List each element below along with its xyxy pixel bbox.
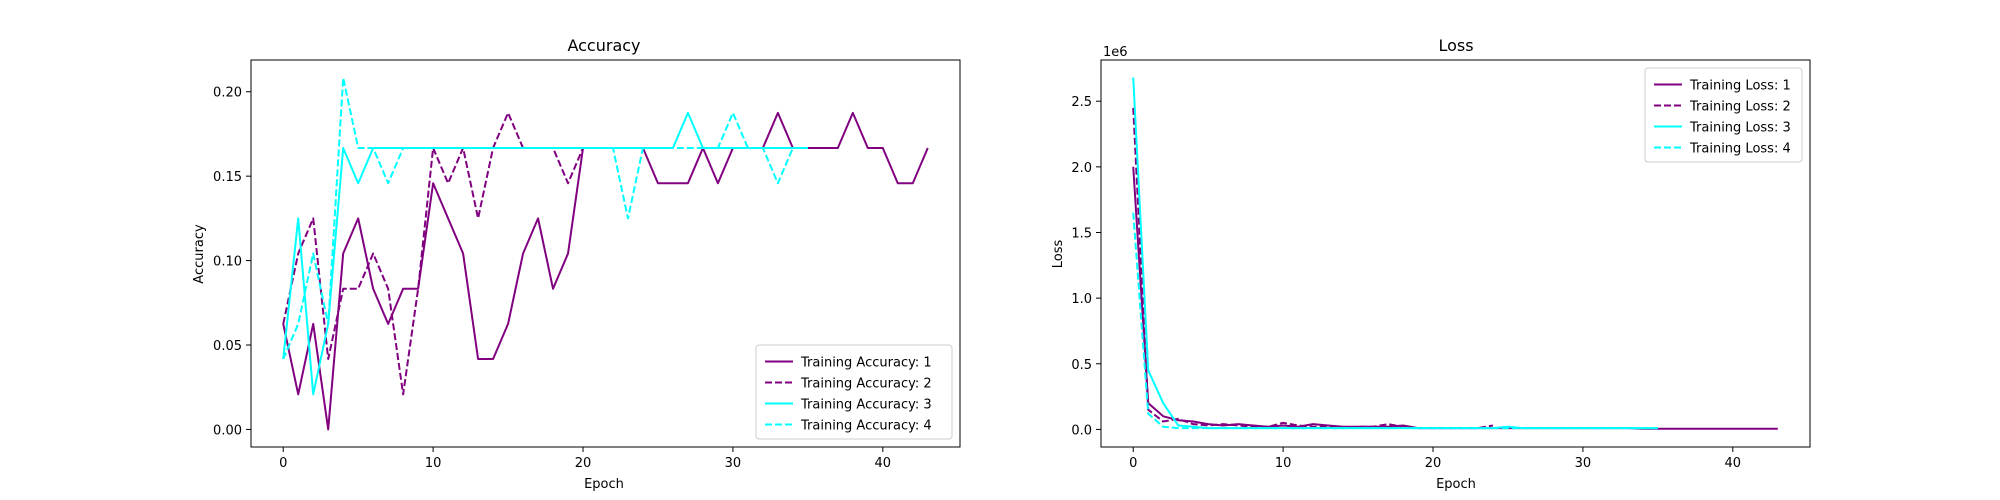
accuracy-axes-frame (250, 59, 961, 448)
accuracy-legend-label-2: Training Accuracy: 2 (800, 377, 932, 392)
accuracy-ytick-label: 0.00 (213, 423, 242, 438)
loss-legend-label-1: Training Loss: 1 (1689, 79, 1791, 94)
loss-ylabel: Loss (1051, 240, 1066, 269)
accuracy-title: Accuracy (567, 36, 640, 55)
loss-lines (1132, 77, 1778, 430)
accuracy-legend-label-4: Training Accuracy: 4 (800, 419, 932, 434)
accuracy-ticks: 0 10 20 30 40 0.00 0.05 0.10 0.15 0.20 (213, 86, 891, 471)
loss-xtick-label: 0 (1129, 456, 1137, 471)
loss-xtick-label: 20 (1425, 456, 1442, 471)
loss-legend: Training Loss: 1 Training Loss: 2 Training… (1644, 67, 1803, 163)
accuracy-ytick-label: 0.20 (213, 86, 242, 101)
accuracy-xtick-label: 20 (575, 456, 592, 471)
accuracy-xtick-label: 30 (725, 456, 742, 471)
accuracy-ytick-label: 0.10 (213, 255, 242, 270)
loss-legend-label-2: Training Loss: 2 (1689, 100, 1791, 115)
loss-ticks: 0 10 20 30 40 0.0 0.5 1.0 1.5 2.0 2.5 (1071, 95, 1741, 471)
loss-ytick-label: 0.0 (1071, 423, 1092, 438)
accuracy-ylabel: Accuracy (192, 224, 207, 284)
loss-series-line-4 (1132, 212, 1658, 430)
loss-ytick-label: 1.0 (1071, 292, 1092, 307)
loss-axes-frame (1100, 59, 1811, 448)
accuracy-legend-box (755, 344, 953, 440)
loss-xtick-label: 40 (1725, 456, 1742, 471)
loss-legend-box (1644, 67, 1803, 163)
accuracy-legend-label-1: Training Accuracy: 1 (800, 356, 932, 371)
loss-legend-label-4: Training Loss: 4 (1689, 142, 1791, 157)
accuracy-chart: Accuracy Epoch Accuracy 0 10 20 30 40 0.00 0.0… (192, 36, 961, 492)
loss-xtick-label: 30 (1575, 456, 1592, 471)
accuracy-ytick-label: 0.15 (213, 170, 242, 185)
loss-ytick-label: 1.5 (1071, 226, 1092, 241)
loss-title: Loss (1438, 36, 1473, 55)
accuracy-legend: Training Accuracy: 1 Training Accuracy: 2… (755, 344, 953, 440)
accuracy-xtick-label: 10 (425, 456, 442, 471)
loss-chart: Loss Epoch Loss 1e6 0 10 20 30 40 0.0 0.5 1.0 1.… (1051, 36, 1811, 492)
accuracy-legend-label-3: Training Accuracy: 3 (800, 398, 932, 413)
accuracy-series-line-4 (282, 76, 808, 360)
loss-ytick-label: 2.0 (1071, 161, 1092, 176)
loss-y-offset-label: 1e6 (1103, 45, 1128, 60)
accuracy-xlabel: Epoch (584, 477, 624, 492)
accuracy-xtick-label: 0 (279, 456, 287, 471)
loss-xtick-label: 10 (1275, 456, 1292, 471)
loss-ytick-label: 0.5 (1071, 358, 1092, 373)
accuracy-lines (282, 76, 929, 431)
loss-xlabel: Epoch (1436, 477, 1476, 492)
loss-ytick-label: 2.5 (1071, 95, 1092, 110)
accuracy-xtick-label: 40 (875, 456, 892, 471)
accuracy-ytick-label: 0.05 (213, 339, 242, 354)
loss-legend-label-3: Training Loss: 3 (1689, 121, 1791, 136)
